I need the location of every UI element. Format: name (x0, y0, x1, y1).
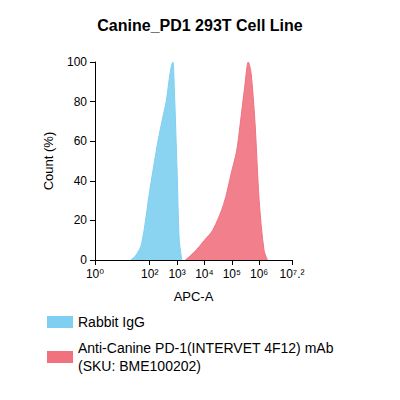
svg-text:(SKU: BME100202): (SKU: BME100202) (78, 358, 201, 374)
svg-text:10⁶: 10⁶ (250, 267, 268, 281)
svg-text:40: 40 (74, 174, 88, 188)
svg-text:60: 60 (74, 134, 88, 148)
svg-text:10²: 10² (141, 267, 158, 281)
svg-text:10⁷.²: 10⁷.² (279, 267, 304, 281)
svg-text:Count (%): Count (%) (41, 132, 56, 191)
svg-text:10⁵: 10⁵ (223, 267, 241, 281)
svg-text:80: 80 (74, 95, 88, 109)
svg-text:Rabbit IgG: Rabbit IgG (78, 314, 145, 330)
svg-text:10⁰: 10⁰ (86, 267, 104, 281)
svg-text:0: 0 (80, 253, 87, 267)
svg-text:Anti-Canine PD-1(INTERVET 4F12: Anti-Canine PD-1(INTERVET 4F12) mAb (78, 340, 337, 356)
svg-text:Canine_PD1 293T Cell Line: Canine_PD1 293T Cell Line (97, 17, 303, 34)
svg-text:100: 100 (67, 55, 87, 69)
svg-text:10³: 10³ (168, 267, 185, 281)
svg-text:10⁴: 10⁴ (195, 267, 214, 281)
svg-text:20: 20 (74, 213, 88, 227)
svg-text:APC-A: APC-A (174, 289, 214, 304)
